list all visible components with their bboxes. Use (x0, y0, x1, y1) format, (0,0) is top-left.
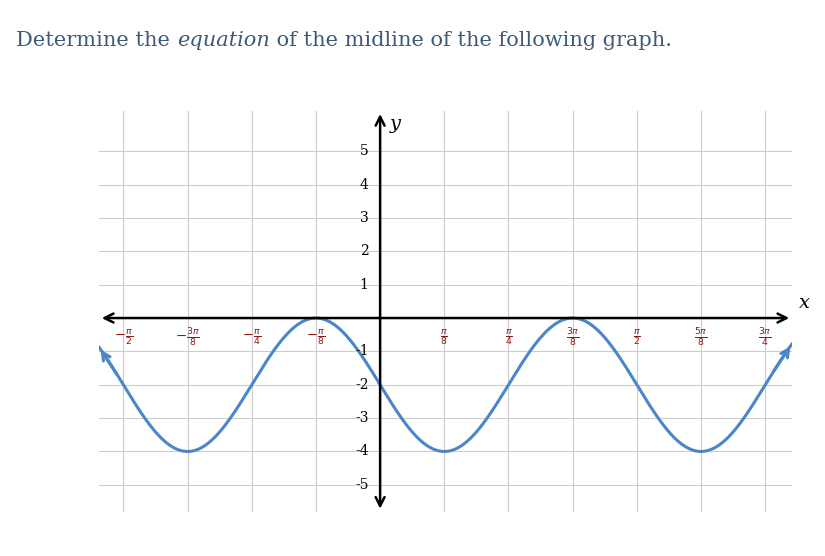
Text: 5: 5 (360, 144, 369, 158)
Text: 1: 1 (360, 277, 369, 292)
Text: -3: -3 (356, 411, 369, 425)
Text: -5: -5 (356, 478, 369, 492)
Text: equation: equation (177, 31, 270, 49)
Text: $\frac{3\pi}{4}$: $\frac{3\pi}{4}$ (758, 327, 772, 350)
Text: $-\frac{\pi}{8}$: $-\frac{\pi}{8}$ (306, 327, 325, 347)
Text: $-\frac{3\pi}{8}$: $-\frac{3\pi}{8}$ (175, 327, 200, 350)
Text: 3: 3 (360, 211, 369, 225)
Text: Determine the: Determine the (16, 31, 177, 49)
Text: $\frac{\pi}{8}$: $\frac{\pi}{8}$ (441, 327, 448, 347)
Text: $\frac{\pi}{4}$: $\frac{\pi}{4}$ (505, 327, 512, 347)
Text: 2: 2 (360, 244, 369, 259)
Text: of the midline of the following graph.: of the midline of the following graph. (270, 31, 672, 49)
Text: -2: -2 (356, 378, 369, 392)
Text: $\frac{5\pi}{8}$: $\frac{5\pi}{8}$ (695, 327, 708, 350)
Text: $\frac{\pi}{2}$: $\frac{\pi}{2}$ (633, 327, 641, 347)
Text: y: y (390, 115, 401, 132)
Text: $-\frac{\pi}{4}$: $-\frac{\pi}{4}$ (243, 327, 262, 347)
Text: 4: 4 (360, 177, 369, 192)
Text: -1: -1 (355, 344, 369, 359)
Text: -4: -4 (355, 444, 369, 459)
Text: x: x (799, 294, 809, 312)
Text: $\frac{3\pi}{8}$: $\frac{3\pi}{8}$ (566, 327, 579, 350)
Text: $-\frac{\pi}{2}$: $-\frac{\pi}{2}$ (114, 327, 133, 347)
